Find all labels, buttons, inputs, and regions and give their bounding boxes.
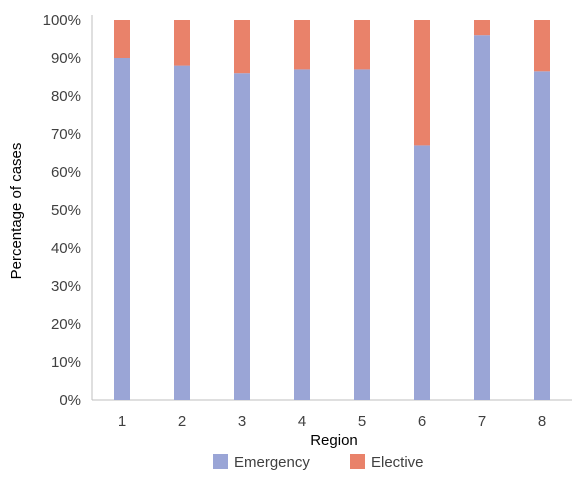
bar-elective-2 — [174, 20, 190, 66]
y-tick-label: 50% — [51, 202, 81, 219]
y-tick-label: 20% — [51, 316, 81, 333]
y-tick-label: 80% — [51, 88, 81, 105]
y-axis: 0% 10% 20% 30% 40% 50% 60% 70% 80% 90% 100% — [43, 12, 93, 409]
x-tick-label: 3 — [238, 413, 246, 430]
bar-elective-3 — [234, 20, 250, 74]
legend-label-elective: Elective — [371, 454, 424, 471]
x-tick-label: 4 — [298, 413, 306, 430]
bar-elective-8 — [534, 20, 550, 72]
x-tick-label: 2 — [178, 413, 186, 430]
bar-emergency-2 — [174, 65, 190, 400]
y-tick-label: 70% — [51, 126, 81, 143]
x-tick-label: 1 — [118, 413, 126, 430]
legend-swatch-emergency — [213, 454, 228, 469]
x-tick-label: 7 — [478, 413, 486, 430]
bar-emergency-1 — [114, 58, 130, 400]
legend: Emergency Elective — [213, 454, 424, 471]
bar-elective-1 — [114, 20, 130, 58]
bar-emergency-5 — [354, 69, 370, 401]
x-axis-title: Region — [310, 432, 358, 449]
y-tick-label: 100% — [43, 12, 81, 29]
y-tick-label: 10% — [51, 354, 81, 371]
y-tick-label: 40% — [51, 240, 81, 257]
bar-elective-4 — [294, 20, 310, 70]
x-tick-label: 8 — [538, 413, 546, 430]
bar-emergency-7 — [474, 35, 490, 400]
x-tick-label: 6 — [418, 413, 426, 430]
bar-emergency-3 — [234, 73, 250, 400]
x-tick-label: 5 — [358, 413, 366, 430]
y-tick-label: 0% — [59, 392, 81, 409]
bar-elective-5 — [354, 20, 370, 70]
y-tick-label: 90% — [51, 50, 81, 67]
bars — [114, 20, 550, 401]
y-tick-label: 30% — [51, 278, 81, 295]
bar-emergency-6 — [414, 145, 430, 400]
bar-elective-7 — [474, 20, 490, 36]
legend-swatch-elective — [350, 454, 365, 469]
legend-label-emergency: Emergency — [234, 454, 310, 471]
bar-emergency-8 — [534, 71, 550, 401]
bar-elective-6 — [414, 20, 430, 146]
y-axis-title: Percentage of cases — [8, 143, 25, 280]
bar-emergency-4 — [294, 69, 310, 401]
y-tick-label: 60% — [51, 164, 81, 181]
x-axis: 1 2 3 4 5 6 7 8 — [92, 399, 572, 430]
